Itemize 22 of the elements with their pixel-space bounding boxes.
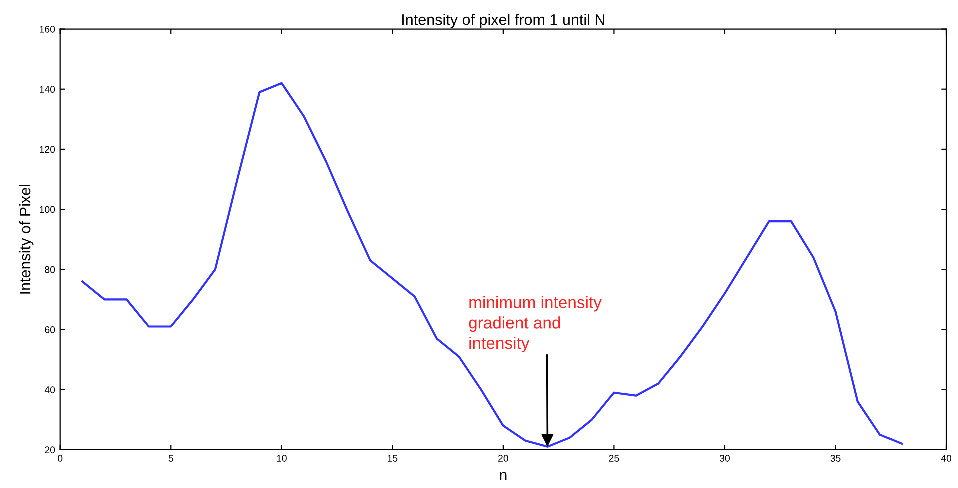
x-tick-label: 35 [830,455,841,462]
annotation: minimum intensity gradient and intensity [469,296,602,352]
x-tick-label: 0 [58,455,63,462]
x-tick-label: 10 [277,455,287,462]
y-tick-label: 20 [45,446,56,454]
line-series [81,82,904,448]
y-tick-label: 140 [40,86,56,93]
x-axis-title: n [500,472,507,480]
y-tick-label: 80 [45,266,56,274]
chart-title: Intensity of pixel from 1 until N [402,14,605,28]
x-tick-label: 5 [168,455,174,462]
y-axis-title: Intensity of Pixel [19,185,34,294]
y-tick-label: 60 [45,326,56,334]
y-tick-label: 100 [40,206,56,214]
x-tick-label: 15 [388,455,398,462]
y-tick-label: 160 [40,26,56,33]
x-tick-label: 30 [720,455,730,462]
x-tick-label: 20 [498,455,508,462]
x-tick-label: 40 [941,455,952,462]
y-tick-label: 120 [40,146,56,154]
x-tick-label: 25 [609,455,620,462]
y-tick-label: 40 [44,386,56,394]
